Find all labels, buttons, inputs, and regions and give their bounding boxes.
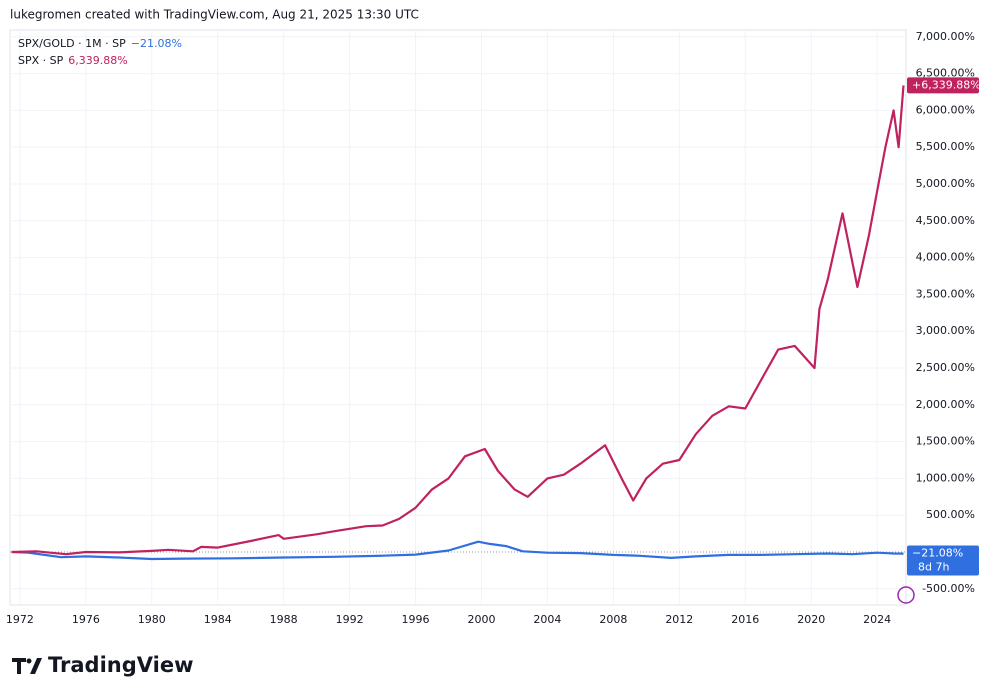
plot-frame: [9, 29, 907, 606]
y-tick-label: 3,500.00%: [916, 287, 975, 300]
x-tick-label: 1976: [72, 613, 100, 626]
x-tick-label: 2016: [731, 613, 759, 626]
price-badge-label: +6,339.88%: [912, 78, 981, 91]
y-tick-label: -500.00%: [922, 582, 975, 595]
x-tick-label: 2020: [797, 613, 825, 626]
y-tick-label: 4,500.00%: [916, 214, 975, 227]
y-tick-label: 1,500.00%: [916, 435, 975, 448]
legend-name: SPX/GOLD · 1M · SP: [18, 37, 126, 50]
price-badge: [907, 545, 979, 576]
y-tick-label: 3,000.00%: [916, 324, 975, 337]
x-tick-label: 2012: [665, 613, 693, 626]
legend-name: SPX · SP: [18, 54, 64, 67]
header: lukegromen created with TradingView.com,…: [10, 8, 419, 22]
legend-value: 6,339.88%: [68, 54, 127, 67]
y-tick-label: 5,500.00%: [916, 140, 975, 153]
price-badge-label: −21.08%: [912, 547, 963, 560]
y-tick-label: 6,500.00%: [916, 67, 975, 80]
x-tick-label: 1988: [270, 613, 298, 626]
y-tick-label: 1,000.00%: [916, 471, 975, 484]
x-tick-label: 1972: [6, 613, 34, 626]
y-tick-label: 500.00%: [926, 508, 975, 521]
x-tick-label: 2024: [863, 613, 891, 626]
x-tick-label: 2000: [467, 613, 495, 626]
x-tick-label: 1980: [138, 613, 166, 626]
legend-value: −21.08%: [131, 37, 182, 50]
y-tick-label: 7,000.00%: [916, 30, 975, 43]
y-tick-label: 4,000.00%: [916, 251, 975, 264]
x-tick-label: 2004: [533, 613, 561, 626]
x-tick-label: 1992: [336, 613, 364, 626]
price-badge-countdown: 8d 7h: [918, 561, 949, 574]
y-tick-label: 6,000.00%: [916, 103, 975, 116]
y-tick-label: 2,000.00%: [916, 398, 975, 411]
y-tick-label: 2,500.00%: [916, 361, 975, 374]
logo: TradingView: [12, 653, 193, 677]
x-tick-label: 2008: [599, 613, 627, 626]
price-badge: [907, 77, 979, 94]
series-line: [11, 540, 904, 561]
series-line: [11, 85, 905, 556]
brand: TradingView: [48, 653, 193, 677]
x-tick-label: 1984: [204, 613, 232, 626]
icon: [897, 586, 915, 604]
x-tick-label: 1996: [402, 613, 430, 626]
y-tick-label: 5,000.00%: [916, 177, 975, 190]
